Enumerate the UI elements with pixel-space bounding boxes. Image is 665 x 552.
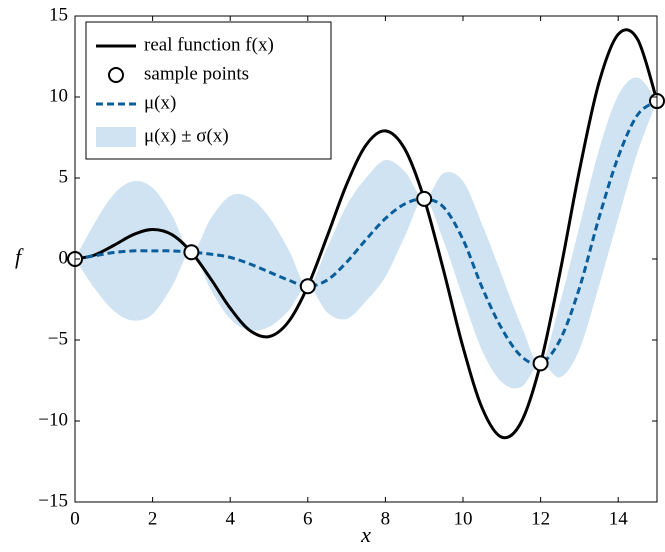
- legend: real function f(x) sample points μ(x) μ(x) …: [85, 21, 332, 160]
- sample-point: [416, 190, 433, 207]
- x-tick-label: 14: [609, 508, 629, 529]
- x-axis-label: x: [360, 522, 371, 547]
- x-tick-label: 12: [531, 508, 550, 529]
- x-tick-label: 6: [303, 508, 313, 529]
- y-tick-label: −15: [38, 490, 68, 511]
- legend-label: sample points: [144, 63, 249, 84]
- y-tick-label: 5: [59, 166, 69, 187]
- sample-point: [299, 278, 316, 295]
- x-tick-label: 8: [381, 508, 391, 529]
- sample-point: [532, 355, 549, 372]
- legend-label: μ(x) ± σ(x): [144, 125, 229, 146]
- confidence-band: [75, 77, 657, 389]
- x-tick-label: 10: [454, 508, 473, 529]
- legend-swatch: [96, 127, 136, 147]
- x-tick-label: 2: [148, 508, 158, 529]
- x-tick-label: 4: [225, 508, 235, 529]
- y-tick-label: 0: [59, 247, 69, 268]
- y-axis-label: f: [15, 244, 24, 269]
- legend-label: real function f(x): [144, 34, 274, 55]
- sample-point: [183, 244, 200, 261]
- function-line: [74, 28, 659, 440]
- y-tick-label: 10: [49, 85, 68, 106]
- x-tick-label: 0: [70, 508, 80, 529]
- y-tick-label: −10: [38, 409, 68, 430]
- legend-label: μ(x): [144, 92, 176, 113]
- plot-area: [67, 28, 665, 440]
- y-tick-label: −5: [48, 328, 68, 349]
- y-tick-label: 15: [49, 4, 68, 25]
- legend-swatch: [108, 67, 124, 83]
